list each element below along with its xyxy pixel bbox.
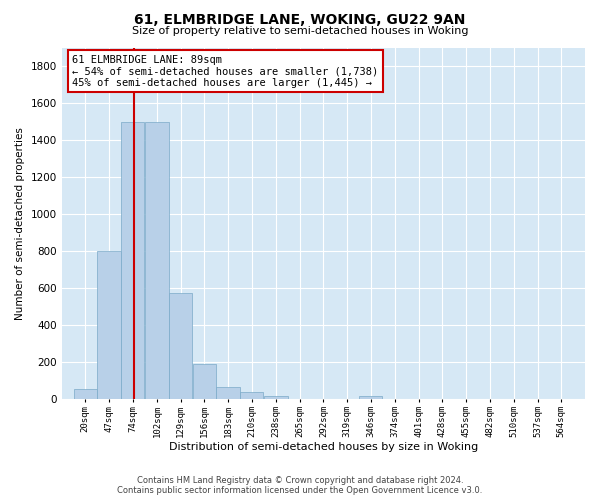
Bar <box>217 387 239 399</box>
Bar <box>145 122 169 399</box>
Bar <box>169 292 192 399</box>
Bar <box>193 364 216 399</box>
Bar <box>240 392 263 399</box>
Text: 61 ELMBRIDGE LANE: 89sqm
← 54% of semi-detached houses are smaller (1,738)
45% o: 61 ELMBRIDGE LANE: 89sqm ← 54% of semi-d… <box>72 54 379 88</box>
Text: Size of property relative to semi-detached houses in Woking: Size of property relative to semi-detach… <box>132 26 468 36</box>
X-axis label: Distribution of semi-detached houses by size in Woking: Distribution of semi-detached houses by … <box>169 442 478 452</box>
Bar <box>74 389 97 399</box>
Bar <box>359 396 382 399</box>
Y-axis label: Number of semi-detached properties: Number of semi-detached properties <box>15 127 25 320</box>
Bar <box>265 396 287 399</box>
Bar <box>121 122 144 399</box>
Text: 61, ELMBRIDGE LANE, WOKING, GU22 9AN: 61, ELMBRIDGE LANE, WOKING, GU22 9AN <box>134 12 466 26</box>
Bar <box>97 251 121 399</box>
Text: Contains HM Land Registry data © Crown copyright and database right 2024.
Contai: Contains HM Land Registry data © Crown c… <box>118 476 482 495</box>
